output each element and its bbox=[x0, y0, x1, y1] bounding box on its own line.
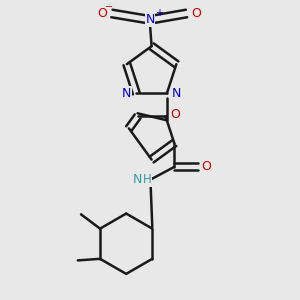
Text: H: H bbox=[143, 173, 152, 186]
Text: N: N bbox=[172, 87, 181, 100]
Text: N: N bbox=[122, 87, 131, 100]
Text: −: − bbox=[105, 2, 113, 12]
Text: N: N bbox=[133, 173, 142, 186]
Text: O: O bbox=[201, 160, 211, 173]
Text: +: + bbox=[155, 8, 164, 19]
Text: O: O bbox=[191, 7, 201, 20]
Text: O: O bbox=[98, 7, 107, 20]
Text: O: O bbox=[170, 108, 180, 122]
Text: N: N bbox=[145, 13, 155, 26]
